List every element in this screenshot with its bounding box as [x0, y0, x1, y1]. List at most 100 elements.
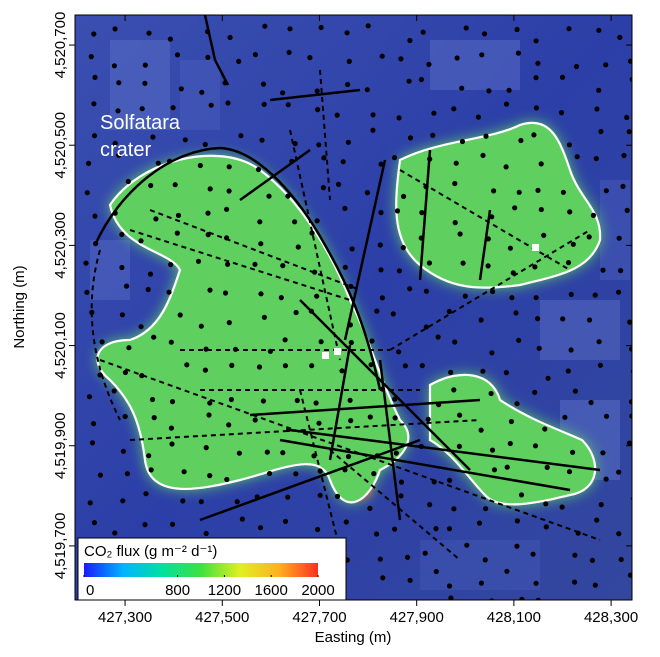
sample-point: [339, 368, 344, 373]
sample-point: [366, 23, 371, 28]
sample-point: [600, 450, 605, 455]
sample-point: [460, 139, 465, 144]
sample-point: [349, 340, 354, 345]
y-tick-label: 4,520,100: [52, 312, 69, 379]
sample-point: [315, 88, 320, 93]
sample-point: [516, 338, 521, 343]
sample-point: [350, 246, 355, 251]
sample-point: [616, 470, 621, 475]
sample-point: [257, 219, 262, 224]
sample-point: [405, 555, 410, 560]
sample-point: [319, 339, 324, 344]
sample-point: [570, 450, 575, 455]
sample-point: [89, 54, 94, 59]
sample-point: [535, 188, 540, 193]
sample-point: [509, 295, 514, 300]
sample-point: [199, 499, 204, 504]
sample-point: [587, 234, 592, 239]
sample-point: [624, 115, 629, 120]
sample-point: [92, 214, 97, 219]
sample-point: [345, 30, 350, 35]
sample-point: [91, 31, 96, 36]
sample-point: [397, 268, 402, 273]
sample-point: [168, 37, 173, 42]
sample-point: [447, 526, 452, 531]
x-tick-label: 427,300: [98, 609, 152, 626]
sample-point: [378, 557, 383, 562]
sample-point: [365, 190, 370, 195]
sample-point: [604, 414, 609, 419]
x-tick-label: 427,500: [195, 609, 249, 626]
sample-point: [479, 317, 484, 322]
sample-point: [535, 316, 540, 321]
sample-point: [618, 268, 623, 273]
sample-point: [223, 290, 228, 295]
sample-point: [227, 188, 232, 193]
sample-point: [423, 551, 428, 556]
sample-point: [616, 290, 621, 295]
sample-point: [315, 107, 320, 112]
sample-point: [142, 522, 147, 527]
sample-point: [483, 557, 488, 562]
sample-point: [572, 580, 577, 585]
sample-point: [209, 103, 214, 108]
annotation: Solfatara: [100, 112, 181, 134]
sample-point: [206, 412, 211, 417]
sample-point: [253, 52, 258, 57]
sample-point: [391, 311, 396, 316]
sample-point: [617, 236, 622, 241]
sample-point: [604, 477, 609, 482]
sample-point: [293, 471, 298, 476]
sample-point: [480, 369, 485, 374]
sample-point: [307, 55, 312, 60]
sample-point: [88, 500, 93, 505]
sample-point: [156, 161, 161, 166]
sample-point: [534, 38, 539, 43]
sample-point: [292, 219, 297, 224]
sample-point: [604, 188, 609, 193]
sample-point: [452, 181, 457, 186]
colorbar-ramp: [84, 563, 318, 577]
sample-point: [146, 287, 151, 292]
sample-point: [590, 558, 595, 563]
sample-point: [295, 398, 300, 403]
sample-point: [464, 25, 469, 30]
sample-point: [321, 155, 326, 160]
sample-point: [345, 82, 350, 87]
sample-point: [489, 391, 494, 396]
sample-point: [534, 105, 539, 110]
y-tick-label: 4,519,700: [52, 513, 69, 580]
sample-point: [315, 527, 320, 532]
sample-point: [399, 480, 404, 485]
sample-point: [566, 368, 571, 373]
x-axis-title: Easting (m): [315, 629, 392, 646]
sample-point: [367, 506, 372, 511]
sample-point: [348, 418, 353, 423]
sample-point: [572, 553, 577, 558]
sample-point: [459, 86, 464, 91]
sample-point: [204, 531, 209, 536]
sample-point: [150, 397, 155, 402]
sample-point: [143, 491, 148, 496]
sample-point: [267, 471, 272, 476]
sample-point: [348, 398, 353, 403]
sample-point: [531, 132, 536, 137]
sample-point: [180, 498, 185, 503]
sample-point: [371, 112, 376, 117]
sample-point: [407, 286, 412, 291]
sample-point: [407, 79, 412, 84]
sample-point: [294, 310, 299, 315]
sample-point: [597, 339, 602, 344]
sample-point: [543, 501, 548, 506]
sample-point: [309, 363, 314, 368]
sample-point: [519, 597, 524, 602]
sample-point: [91, 101, 96, 106]
sample-point: [336, 182, 341, 187]
colorbar-tick-label: 1600: [255, 582, 288, 599]
sample-point: [262, 102, 267, 107]
sample-point: [168, 262, 173, 267]
sample-point: [492, 467, 497, 472]
sample-point: [371, 471, 376, 476]
sample-point: [374, 531, 379, 536]
sample-point: [85, 190, 90, 195]
